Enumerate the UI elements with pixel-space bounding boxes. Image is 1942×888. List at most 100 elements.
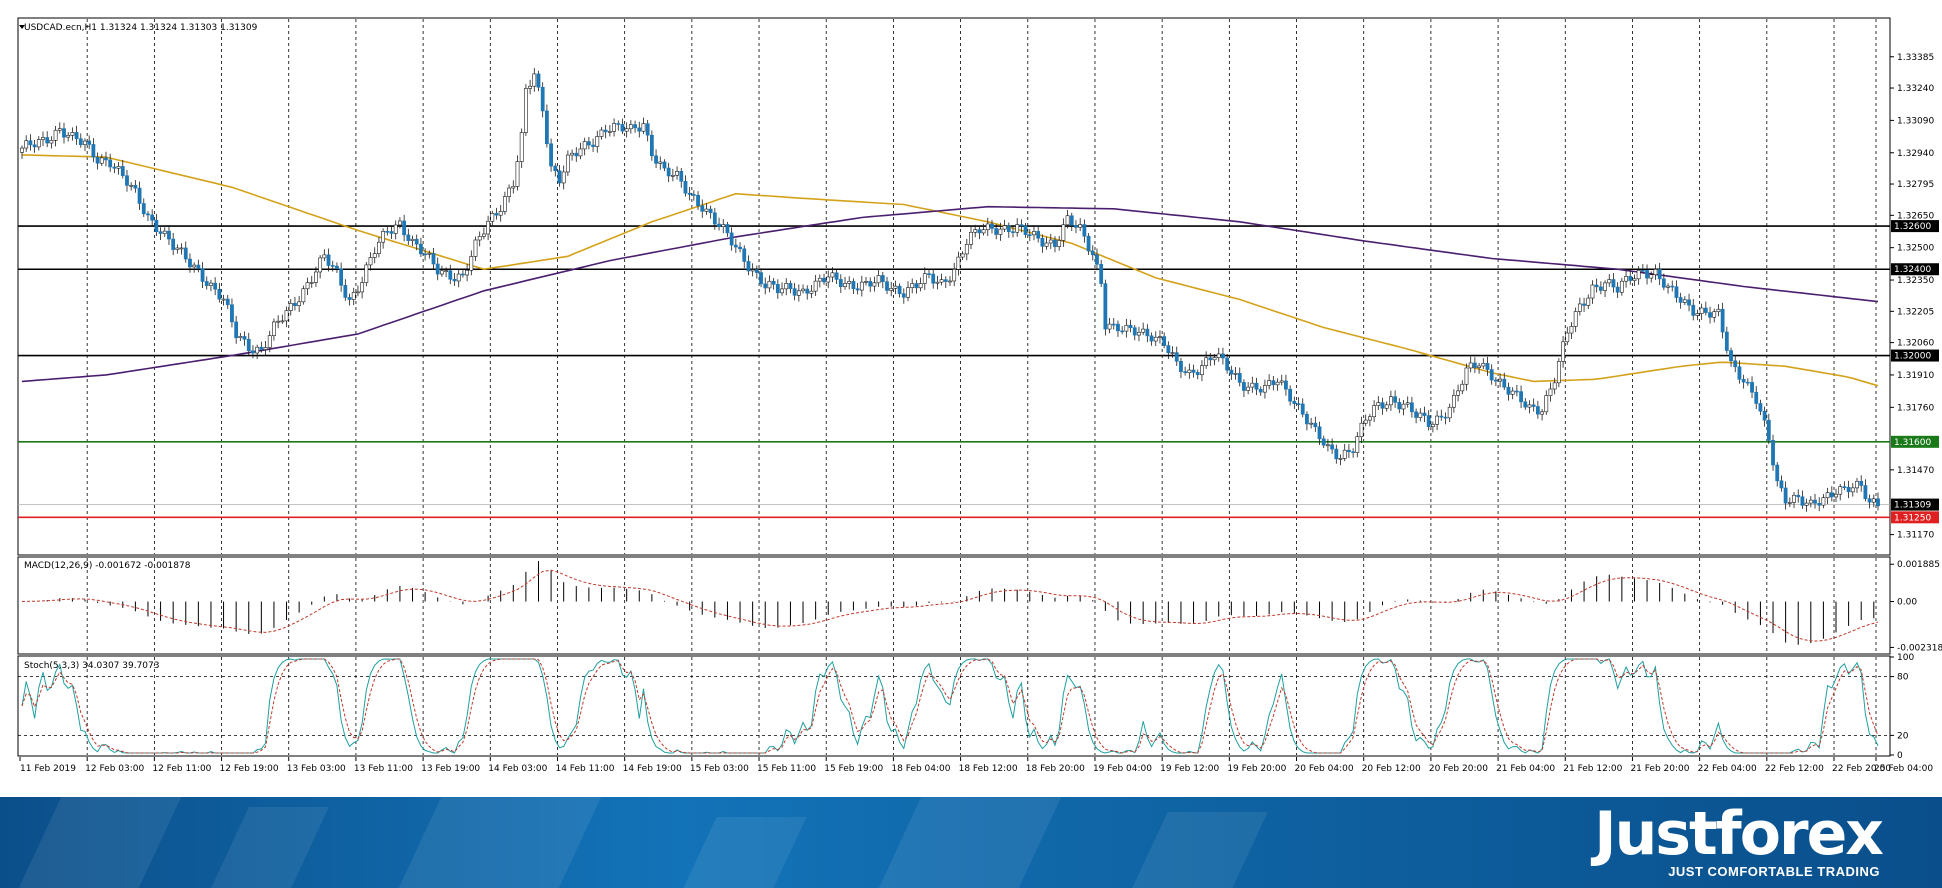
candle-body xyxy=(985,223,990,231)
level-label-text: 1.32000 xyxy=(1894,352,1931,362)
candle-body xyxy=(654,155,658,164)
candle xyxy=(1850,482,1855,497)
time-tick-label: 22 Feb 20:00 xyxy=(1832,764,1891,774)
candle-body xyxy=(801,288,805,292)
candle-body xyxy=(1779,480,1784,489)
candle-body xyxy=(1036,231,1041,239)
level-label-box xyxy=(1891,435,1939,448)
level-label-text: 1.31250 xyxy=(1894,513,1931,523)
candle xyxy=(1107,317,1112,334)
candle xyxy=(1708,306,1712,324)
candle-body xyxy=(221,298,226,301)
price-tick-label: 1.33240 xyxy=(1897,84,1934,94)
candle xyxy=(1242,379,1246,397)
candle xyxy=(1758,399,1763,416)
candle-body xyxy=(897,285,902,295)
macd-signal-line xyxy=(21,569,1879,642)
macd-histogram xyxy=(21,561,1879,645)
candle xyxy=(754,265,759,279)
candle xyxy=(1065,210,1070,229)
candle-body xyxy=(805,288,810,294)
candle-body xyxy=(536,73,541,88)
candle xyxy=(1640,263,1645,274)
candle-body xyxy=(162,230,167,234)
candle xyxy=(259,341,264,353)
candle-body xyxy=(658,161,663,164)
stoch-tick-label: 20 xyxy=(1897,731,1909,741)
candle xyxy=(419,237,423,257)
macd-panel[interactable] xyxy=(17,556,1891,655)
candle xyxy=(1792,492,1796,509)
candle-body xyxy=(1132,327,1137,336)
stoch-panel[interactable] xyxy=(17,655,1891,757)
candle-body xyxy=(1418,412,1423,418)
candle xyxy=(1267,374,1272,390)
candle xyxy=(1821,494,1826,509)
candle xyxy=(1876,492,1880,511)
candle xyxy=(1229,365,1234,381)
candle-body xyxy=(1846,486,1851,493)
candle-body xyxy=(108,159,113,168)
candle-body xyxy=(1401,403,1406,410)
candle-body xyxy=(28,140,33,146)
candle xyxy=(599,127,604,140)
candle xyxy=(662,159,667,172)
candle-body xyxy=(1855,480,1859,489)
candle xyxy=(1783,481,1788,510)
candle-body xyxy=(1804,502,1809,506)
candle xyxy=(549,138,553,172)
candle xyxy=(322,249,327,262)
candle xyxy=(859,275,864,297)
candle xyxy=(633,120,637,133)
candle-body xyxy=(670,174,675,177)
candle-body xyxy=(1737,366,1742,380)
candle-body xyxy=(952,269,957,282)
candle xyxy=(1514,384,1519,397)
candle xyxy=(1296,397,1301,411)
candle-body xyxy=(1439,415,1444,418)
candle-body xyxy=(1615,286,1620,293)
candle-body xyxy=(1548,388,1553,396)
candle xyxy=(1048,233,1053,249)
price-tick-label: 1.33090 xyxy=(1897,116,1934,126)
candle xyxy=(679,168,684,188)
candle-body xyxy=(297,301,302,306)
candle xyxy=(1527,400,1532,414)
candle xyxy=(1510,387,1515,400)
candle-body xyxy=(864,281,868,283)
candle xyxy=(1153,331,1158,346)
candle xyxy=(53,125,58,147)
candle xyxy=(1775,462,1780,487)
candle xyxy=(238,332,243,341)
candle-body xyxy=(330,265,335,267)
candle-body xyxy=(1111,323,1116,326)
candle-body xyxy=(1867,498,1872,503)
candle-body xyxy=(1162,336,1167,346)
candle xyxy=(1531,398,1536,412)
candle xyxy=(645,120,650,142)
dropdown-triangle-icon[interactable] xyxy=(19,25,25,29)
candle xyxy=(817,274,822,288)
candle xyxy=(767,275,772,293)
candle xyxy=(666,162,671,183)
candle xyxy=(1451,389,1456,413)
candle xyxy=(1393,390,1398,408)
candle xyxy=(57,122,62,134)
candle xyxy=(561,165,566,190)
candle xyxy=(1703,301,1708,316)
candle-body xyxy=(372,253,377,258)
candle-body xyxy=(1002,225,1007,230)
candle-body xyxy=(230,304,234,323)
candle-body xyxy=(414,238,419,245)
price-panel[interactable] xyxy=(17,17,1891,556)
candle-body xyxy=(393,224,398,234)
candle xyxy=(1569,322,1574,339)
candle-body xyxy=(935,281,940,284)
candle xyxy=(368,252,373,271)
candle-body xyxy=(620,124,625,132)
candle xyxy=(603,124,608,139)
price-tick-label: 1.31910 xyxy=(1897,371,1934,381)
candle-body xyxy=(1687,299,1691,306)
candle-body xyxy=(528,85,532,89)
candle-body xyxy=(1724,331,1729,351)
